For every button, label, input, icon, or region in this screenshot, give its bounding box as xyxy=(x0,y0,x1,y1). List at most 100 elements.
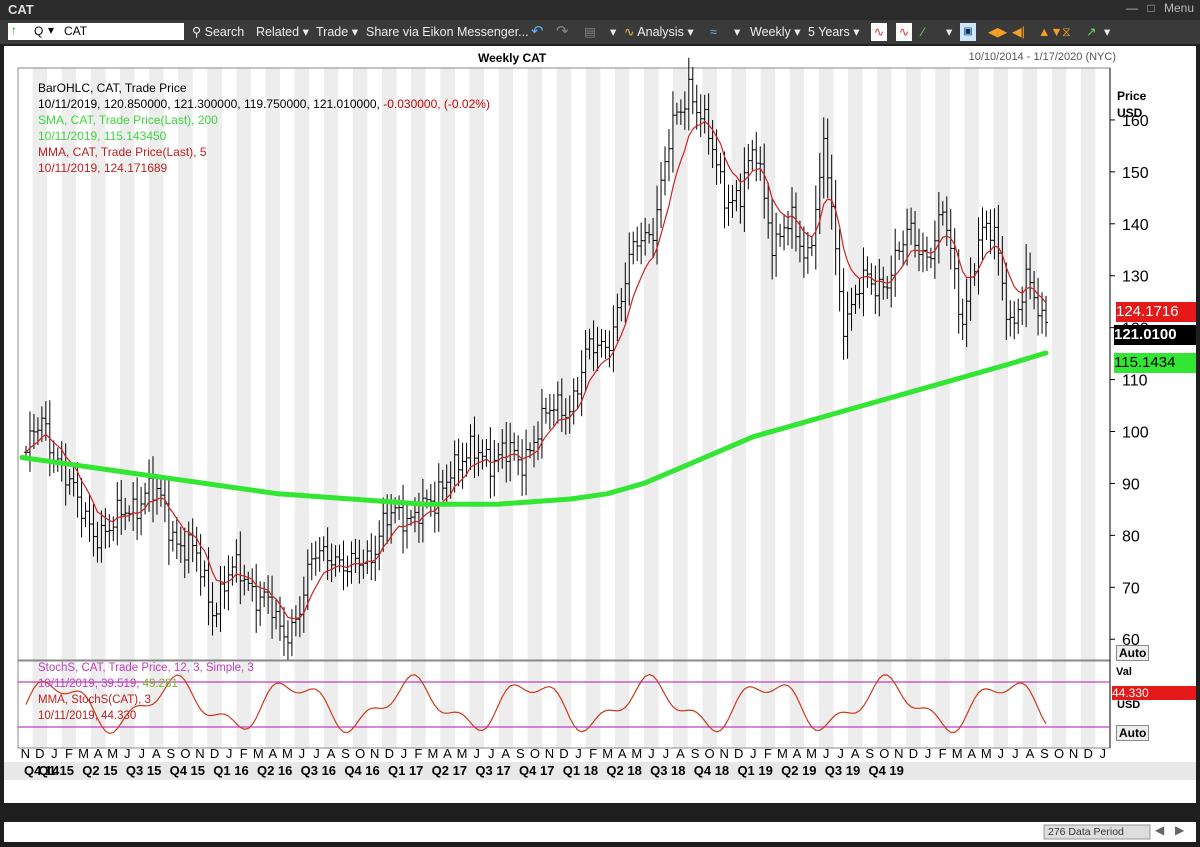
stoch-axis-unit: USD xyxy=(1117,699,1141,711)
export-icon[interactable]: ↗ xyxy=(1086,25,1097,39)
chevron-down-icon[interactable]: ▾ xyxy=(1104,25,1111,39)
month-label: M xyxy=(253,746,264,761)
studies-icon[interactable]: ≈ xyxy=(710,25,717,39)
month-label: N xyxy=(719,746,728,761)
month-label: A xyxy=(327,746,336,761)
related-menu[interactable]: Related ▾ xyxy=(256,23,309,41)
legend-sma: SMA, CAT, Trade Price(Last), 200 xyxy=(38,113,218,127)
symbol-box[interactable]: ↑ Q ▾ xyxy=(8,23,184,40)
stoch-mma-value: 10/11/2019, 44.330 xyxy=(38,710,137,722)
search-button[interactable]: ⚲ Search xyxy=(192,23,244,41)
folder-icon[interactable]: ▤ xyxy=(584,25,596,39)
month-label: J xyxy=(51,746,58,761)
month-band xyxy=(265,68,281,748)
price-tick-label: 100 xyxy=(1122,425,1149,442)
month-label: D xyxy=(734,746,743,761)
quarter-label: Q4 16 xyxy=(344,763,379,778)
save-icon[interactable]: ▣ xyxy=(960,23,976,41)
interval-select[interactable]: Weekly ▾ xyxy=(750,23,801,41)
price-axis-title: Price xyxy=(1117,89,1147,103)
window-controls: — □ Menu xyxy=(1120,1,1194,15)
quarter-label: Q2 18 xyxy=(606,763,641,778)
month-label: M xyxy=(631,746,642,761)
date-range-label: 10/10/2014 - 1/17/2020 (NYC) xyxy=(968,51,1116,63)
month-label: O xyxy=(180,746,190,761)
chevron-down-icon[interactable]: ▾ xyxy=(946,25,953,39)
month-band xyxy=(119,68,135,748)
scroll-left-icon[interactable]: ◀ xyxy=(1155,823,1165,837)
symbol-input[interactable] xyxy=(64,24,180,38)
quarter-label: Q1 15 xyxy=(39,763,74,778)
month-band xyxy=(585,68,601,748)
line-chart-icon[interactable]: ∿ xyxy=(871,23,887,41)
stoch-auto-button[interactable]: Auto xyxy=(1116,725,1150,741)
chevron-down-icon[interactable]: ▾ xyxy=(48,23,55,37)
month-label: J xyxy=(925,746,932,761)
hourglass-icon[interactable]: ⧖ xyxy=(1062,25,1071,39)
share-button[interactable]: Share via Eikon Messenger... xyxy=(366,23,529,41)
scroll-right-icon[interactable]: ▶ xyxy=(1175,823,1185,837)
month-band xyxy=(32,68,48,748)
chart-canvas[interactable]: 60708090100110120130140150160NDJFMAMJJAS… xyxy=(4,46,1196,803)
price-tick-label: 90 xyxy=(1122,476,1140,493)
restore-icon[interactable]: □ xyxy=(1147,1,1155,15)
month-label: D xyxy=(35,746,44,761)
month-label: S xyxy=(167,746,176,761)
price-tick-label: 160 xyxy=(1122,113,1149,130)
scroll-start-icon[interactable]: ◀| xyxy=(1012,25,1025,39)
price-auto-button[interactable]: Auto xyxy=(1116,645,1150,661)
redo-icon[interactable]: ↷ xyxy=(556,23,569,40)
month-label: M xyxy=(78,746,89,761)
legend-mma-value: 10/11/2019, 124.171689 xyxy=(38,161,168,175)
month-band xyxy=(818,68,834,748)
month-label: A xyxy=(676,746,685,761)
sma-value-badge: 115.1434 xyxy=(1114,353,1196,373)
month-band xyxy=(1051,68,1067,748)
month-label: J xyxy=(575,746,582,761)
sma-line xyxy=(19,350,1049,507)
legend-sma-value: 10/11/2019, 115.143450 xyxy=(38,129,167,143)
month-label: F xyxy=(589,746,597,761)
chevron-down-icon[interactable]: ▾ xyxy=(610,25,617,39)
undo-icon[interactable]: ↶ xyxy=(531,23,544,40)
menu-label[interactable]: Menu xyxy=(1163,1,1194,15)
draw-line-icon[interactable]: ∕ xyxy=(922,25,925,39)
search-label: Search xyxy=(204,25,245,39)
zoom-vertical-icon[interactable]: ▲▼ xyxy=(1038,25,1063,39)
month-label: J xyxy=(226,746,233,761)
quarter-label: Q3 19 xyxy=(825,763,860,778)
chart-title: Weekly CAT xyxy=(478,51,547,65)
month-label: F xyxy=(764,746,772,761)
month-label: A xyxy=(1026,746,1035,761)
quarter-label: Q2 15 xyxy=(82,763,117,778)
legend-last-bar-values: 10/11/2019, 120.850000, 121.300000, 119.… xyxy=(38,97,384,111)
month-band xyxy=(964,68,979,748)
range-select[interactable]: 5 Years ▾ xyxy=(808,23,859,41)
chevron-down-icon[interactable]: ▾ xyxy=(734,25,741,39)
scroll-left-icon[interactable]: ◀▶ xyxy=(988,25,1008,39)
month-label: J xyxy=(124,746,131,761)
quarter-label: Q4 14 xyxy=(24,763,60,778)
month-label: M xyxy=(777,746,788,761)
month-label: F xyxy=(240,746,248,761)
mma-value-badge: 124.1716 xyxy=(1116,302,1196,322)
month-label: J xyxy=(1099,746,1106,761)
stoch-mma-badge: 44.330 xyxy=(1112,686,1196,700)
month-label: J xyxy=(837,746,844,761)
price-tick-label: 70 xyxy=(1122,580,1140,597)
toolbar: ↑ Q ▾ ⚲ Search Related ▾ Trade ▾ Share v… xyxy=(0,20,1200,45)
stoch-mma-legend: MMA, StochS(CAT), 3 xyxy=(38,694,151,706)
month-band xyxy=(906,68,921,748)
month-label: N xyxy=(370,746,379,761)
symbol-prefix[interactable]: Q xyxy=(34,24,44,38)
analysis-menu[interactable]: ∿ Analysis ▾ xyxy=(624,23,694,41)
up-arrow-icon[interactable]: ↑ xyxy=(11,23,17,37)
compare-chart-icon[interactable]: ∿ xyxy=(896,23,912,41)
month-label: J xyxy=(823,746,830,761)
month-label: J xyxy=(401,746,408,761)
range-label: 5 Years xyxy=(808,25,850,39)
minimize-icon[interactable]: — xyxy=(1126,1,1139,15)
trade-menu[interactable]: Trade ▾ xyxy=(316,23,358,41)
quarter-label: Q3 15 xyxy=(126,763,161,778)
title-bar: CAT — □ Menu xyxy=(0,0,1200,20)
